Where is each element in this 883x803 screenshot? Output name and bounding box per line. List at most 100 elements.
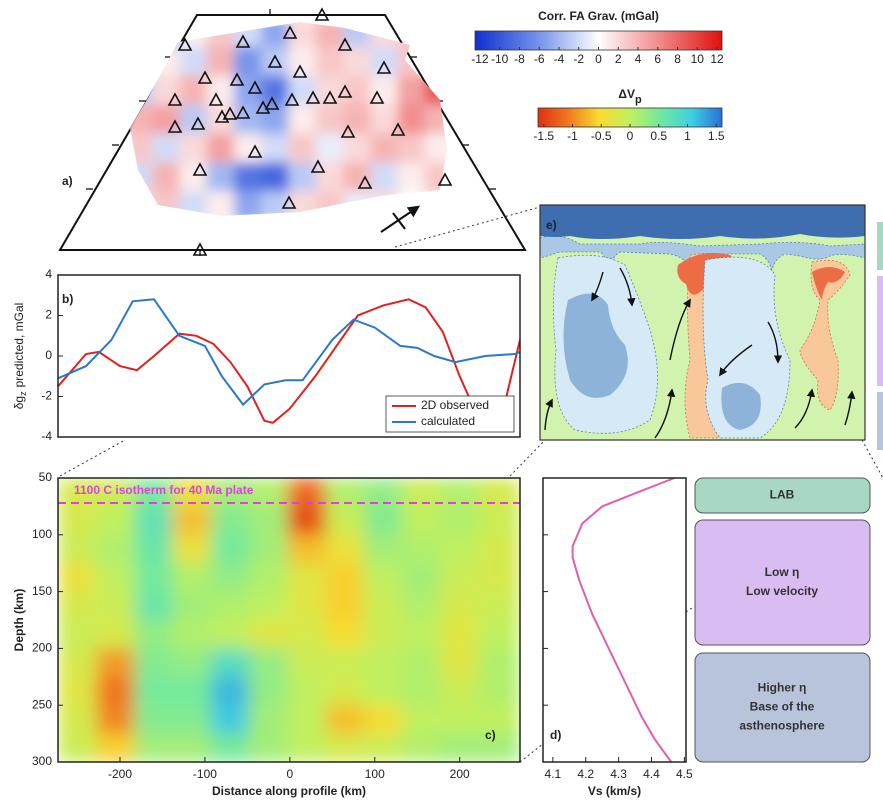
box-text: asthenosphere	[739, 719, 825, 733]
x-tick-label: 4.4	[643, 767, 660, 781]
gravity-cell	[425, 18, 453, 47]
box-text: Base of the	[750, 700, 815, 714]
gravity-cell	[261, 133, 289, 162]
gravity-cell	[398, 162, 426, 191]
gravity-cell	[261, 162, 289, 191]
legend-label: 2D observed	[421, 398, 489, 412]
heatmap-cell	[96, 677, 135, 706]
heatmap-cell	[249, 563, 288, 592]
heatmap-cell	[440, 563, 479, 592]
heatmap-cell	[134, 620, 173, 649]
y-tick-label: 200	[32, 641, 52, 655]
heatmap-cell	[249, 734, 288, 763]
colorbar-title-text: ΔV	[618, 87, 635, 101]
colorbar-tick-label: 0.5	[650, 129, 667, 143]
heatmap-cell	[249, 592, 288, 621]
colorbar-tick-label: -1	[567, 129, 578, 143]
panel-label: b)	[62, 292, 73, 306]
heatmap-cell	[211, 677, 250, 706]
heatmap-cell	[440, 478, 479, 507]
heatmap-cell	[326, 592, 365, 621]
x-tick-label: 0	[287, 767, 294, 781]
panel-label: d)	[550, 728, 561, 742]
gravity-cell	[180, 191, 208, 220]
heatmap-cell	[173, 620, 212, 649]
y-tick-label: 100	[32, 527, 52, 541]
heatmap-cell	[173, 705, 212, 734]
colorbar-title: ΔVp	[618, 87, 642, 106]
gravity-cell	[234, 47, 262, 76]
colorbar-tick-label: 2	[615, 52, 622, 66]
gravity-cell	[425, 76, 453, 105]
heatmap-cell	[96, 705, 135, 734]
gravity-cell	[125, 18, 153, 47]
gravity-cell	[152, 105, 180, 134]
heatmap-cell	[287, 648, 326, 677]
gravity-cell	[125, 191, 153, 220]
gravity-cell	[207, 76, 235, 105]
colorbar-tick-label: 1.5	[708, 129, 725, 143]
y-tick-label: 0	[45, 348, 52, 362]
gravity-cell	[152, 133, 180, 162]
heatmap-cell	[326, 705, 365, 734]
x-tick-label: 4.5	[676, 767, 693, 781]
gravity-cell	[207, 162, 235, 191]
heatmap-cell	[211, 592, 250, 621]
heatmap-cell	[478, 677, 520, 706]
gravity-cell	[152, 76, 180, 105]
gravity-cell	[398, 18, 426, 47]
gravity-cell	[180, 76, 208, 105]
heatmap-cell	[402, 677, 441, 706]
gravity-cell	[343, 47, 371, 76]
colorbar-tick-label: -0.5	[591, 129, 612, 143]
heatmap-cell	[364, 535, 403, 564]
heatmap-cell	[211, 506, 250, 535]
gravity-cell	[316, 133, 344, 162]
gravity-cell	[207, 47, 235, 76]
heatmap-cell	[402, 506, 441, 535]
heatmap-cell	[326, 734, 365, 763]
heatmap-cell	[440, 677, 479, 706]
gravity-cell	[261, 47, 289, 76]
y-axis-label: Depth (km)	[12, 589, 26, 652]
y-tick-label: 300	[32, 754, 52, 768]
heatmap-cell	[402, 620, 441, 649]
gravity-cell	[425, 133, 453, 162]
gravity-cell	[398, 191, 426, 220]
gravity-cell	[289, 105, 317, 134]
heatmap-cell	[58, 563, 97, 592]
heatmap-cell	[287, 506, 326, 535]
heatmap-cell	[364, 620, 403, 649]
heatmap-cell	[96, 648, 135, 677]
legend-box	[695, 520, 870, 645]
heatmap-cell	[134, 705, 173, 734]
colorbar-tick-label: -8	[514, 52, 525, 66]
heatmap-cell	[287, 535, 326, 564]
heatmap-cell	[173, 592, 212, 621]
heatmap-cell	[402, 563, 441, 592]
heatmap-cell	[211, 563, 250, 592]
heatmap-cell	[58, 506, 97, 535]
heatmap-cell	[134, 592, 173, 621]
colorbar-tick-label: 12	[710, 52, 724, 66]
gravity-map	[125, 18, 453, 221]
x-tick-label: -200	[108, 767, 132, 781]
heatmap-cell	[96, 734, 135, 763]
heatmap-cell	[364, 648, 403, 677]
heatmap-cell	[402, 535, 441, 564]
gravity-cell	[207, 18, 235, 47]
heatmap-cell	[134, 535, 173, 564]
gravity-cell	[125, 47, 153, 76]
heatmap-cell	[402, 592, 441, 621]
colorbar-tick-label: 4	[635, 52, 642, 66]
heatmap-cell	[364, 677, 403, 706]
gravity-cell	[316, 162, 344, 191]
heatmap-cell	[402, 705, 441, 734]
heatmap-cell	[478, 620, 520, 649]
heatmap-cell	[287, 592, 326, 621]
gravity-cell	[398, 76, 426, 105]
y-axis-label-rest: predicted, mGal	[12, 303, 26, 388]
y-axis-label-sub: z	[18, 391, 28, 396]
gravity-cell	[289, 133, 317, 162]
heatmap-cell	[58, 705, 97, 734]
